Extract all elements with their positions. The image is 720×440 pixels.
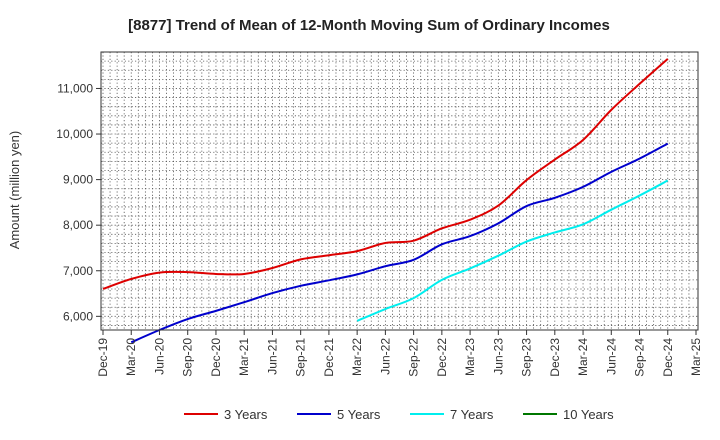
legend: 3 Years 5 Years 7 Years 10 Years — [184, 407, 614, 422]
plot-frame — [100, 51, 699, 331]
chart-title: [8877] Trend of Mean of 12-Month Moving … — [128, 17, 610, 34]
series-line-7-years — [356, 179, 669, 322]
y-tick-label: 6,000 — [63, 309, 93, 323]
series-line-5-years — [130, 142, 669, 344]
x-tick-label: Jun-23 — [491, 338, 505, 375]
y-tick-label: 11,000 — [57, 81, 93, 95]
x-axis: Dec-19 Mar-20 Jun-20 Sep-20 Dec-20 Mar-21 Jun-… — [96, 330, 703, 377]
x-tick-label: Mar-20 — [124, 338, 138, 376]
x-tick-label: Mar-22 — [350, 338, 364, 376]
y-tick-label: 8,000 — [63, 218, 93, 232]
series-line-3-years — [102, 58, 669, 290]
x-tick-label: Jun-22 — [378, 338, 392, 375]
y-axis: 6,000 7,000 8,000 9,000 10,000 11,000 — [56, 81, 101, 323]
x-tick-label: Sep-20 — [181, 338, 195, 377]
y-tick-label: 10,000 — [56, 127, 93, 141]
x-tick-label: Dec-22 — [435, 338, 449, 377]
y-tick-label: 9,000 — [63, 173, 93, 187]
x-tick-label: Sep-22 — [407, 338, 421, 377]
x-tick-label: Mar-21 — [237, 338, 251, 376]
x-tick-label: Dec-21 — [322, 338, 336, 377]
x-tick-label: Sep-24 — [633, 338, 647, 377]
y-tick-label: 7,000 — [63, 264, 93, 278]
legend-label-3-years: 3 Years — [224, 407, 268, 422]
x-tick-label: Dec-24 — [661, 338, 675, 377]
x-tick-label: Dec-19 — [96, 338, 110, 377]
legend-label-10-years: 10 Years — [563, 407, 614, 422]
x-tick-label: Dec-20 — [209, 338, 223, 377]
series-lines — [102, 58, 669, 344]
x-tick-label: Sep-23 — [520, 338, 534, 377]
grid — [101, 51, 698, 330]
x-tick-label: Jun-21 — [265, 338, 279, 375]
x-tick-label: Sep-21 — [294, 338, 308, 377]
x-tick-label: Dec-23 — [548, 338, 562, 377]
legend-label-7-years: 7 Years — [450, 407, 494, 422]
legend-label-5-years: 5 Years — [337, 407, 381, 422]
x-tick-label: Mar-23 — [463, 338, 477, 376]
x-tick-label: Jun-24 — [604, 338, 618, 375]
x-tick-label: Jun-20 — [152, 338, 166, 375]
x-tick-label: Mar-25 — [689, 338, 703, 376]
y-axis-title: Amount (million yen) — [7, 131, 22, 250]
x-tick-label: Mar-24 — [576, 338, 590, 376]
